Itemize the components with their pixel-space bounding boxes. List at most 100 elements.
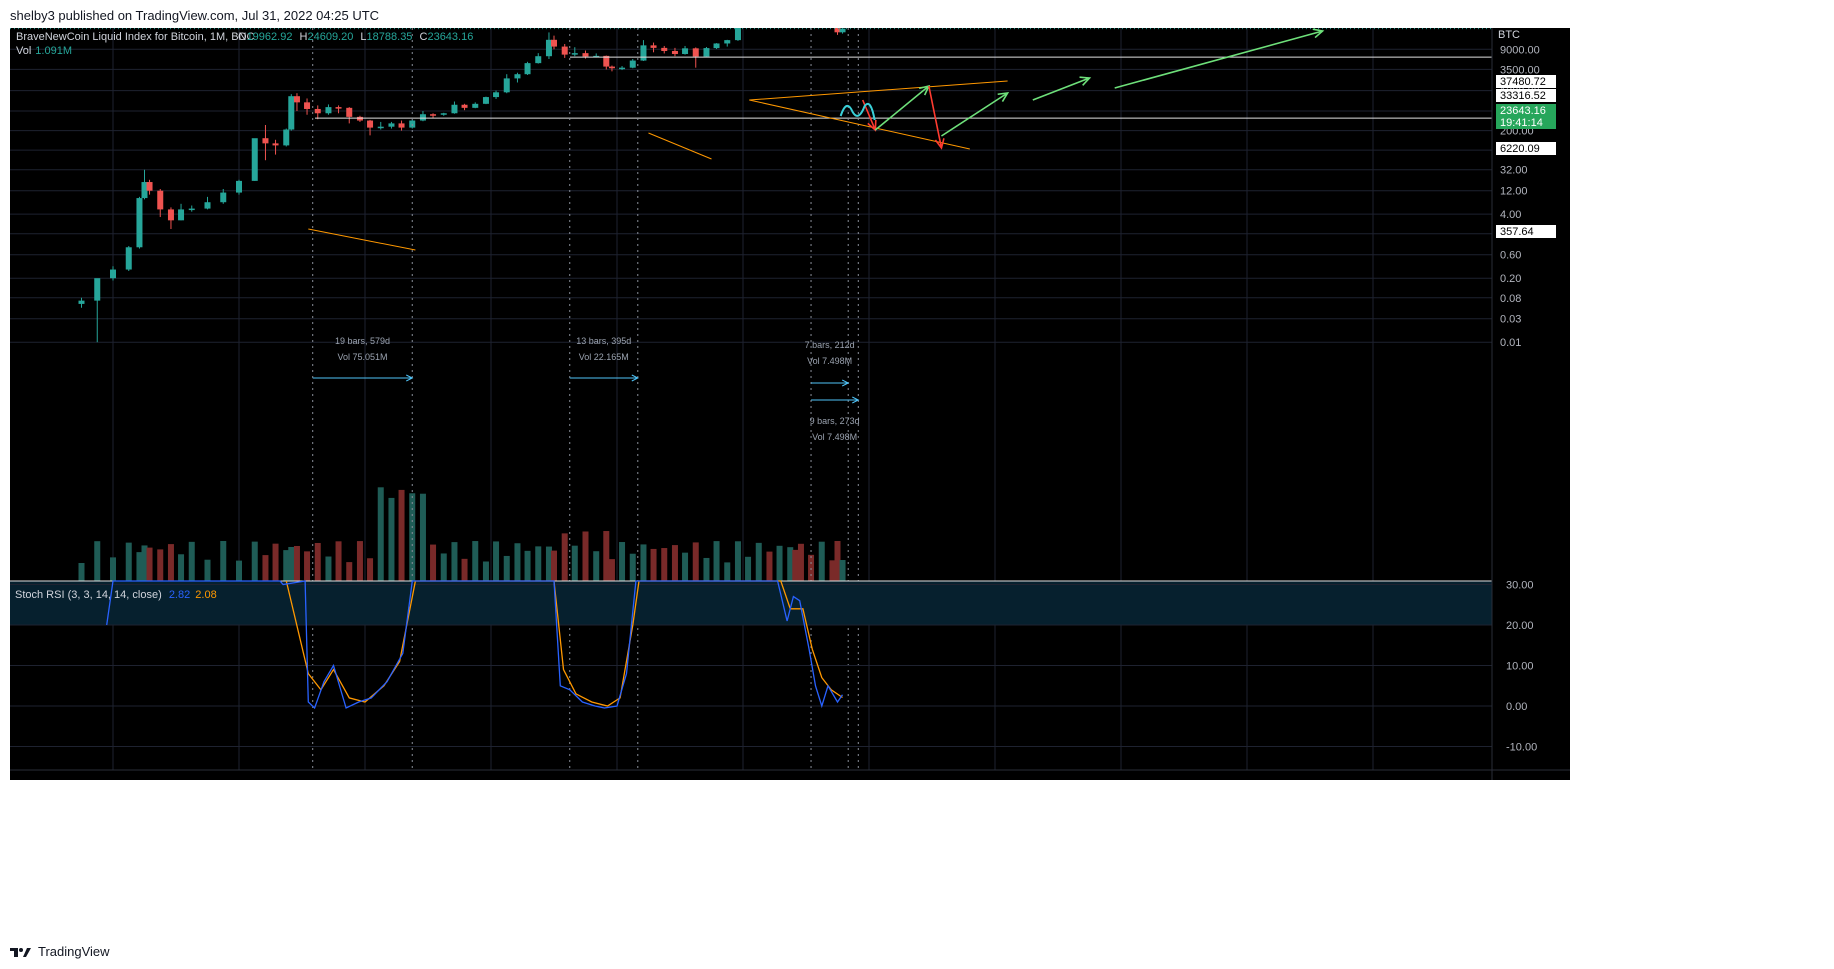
candle-body [272, 143, 279, 146]
volume-bar [430, 544, 437, 581]
chart-background [10, 28, 1570, 780]
candle-body [430, 114, 437, 116]
projection-up [874, 85, 930, 131]
candle-body [834, 28, 841, 33]
volume-bar [451, 542, 458, 581]
candle-body [661, 47, 668, 51]
candle-body [440, 113, 447, 115]
volume-bar [220, 541, 227, 581]
volume-bar [78, 563, 85, 581]
candle-body [524, 63, 531, 75]
candle-body [314, 108, 321, 114]
footer-brand: TradingView [38, 944, 110, 959]
candle-body [682, 48, 689, 55]
candle-body [713, 43, 720, 49]
stoch-rsi-pane[interactable] [10, 580, 1562, 747]
volume-bar [325, 556, 332, 581]
projection-up [1114, 30, 1323, 89]
volume-bar [640, 544, 647, 581]
stoch-d-line [285, 580, 843, 707]
currency-label: BTC [1498, 29, 1520, 41]
volume-bar [776, 545, 783, 581]
candle-body [514, 74, 521, 79]
price-tick-label: 0.03 [1500, 314, 1521, 326]
volume-bar [551, 550, 557, 581]
candle-body [692, 48, 699, 57]
volume-bar [367, 558, 374, 581]
volume-bar [377, 487, 384, 581]
legend-volume: Vol 1.091M [16, 45, 72, 57]
candle-body [325, 107, 332, 114]
measure-arrow-icon [852, 396, 860, 404]
publish-info: shelby3 published on TradingView.com, Ju… [10, 8, 380, 23]
trendline [749, 80, 1008, 101]
price-level-label: 6220.09 [1500, 143, 1540, 155]
volume-bar [272, 543, 279, 581]
price-tick-label: 0.20 [1500, 273, 1521, 285]
volume-bar [293, 545, 300, 581]
price-level-label: 23643.16 [1500, 105, 1546, 117]
candle-body [629, 60, 636, 68]
candle-body [451, 104, 458, 114]
candle-body [356, 116, 363, 121]
candles [78, 28, 846, 343]
volume-bar [388, 497, 395, 581]
volume-bar [472, 541, 479, 581]
volume-bar [288, 546, 295, 581]
volume-bar [236, 560, 242, 581]
candle-body [593, 55, 600, 58]
candle-body [650, 45, 657, 48]
volume-bar [603, 531, 610, 581]
volume-bar [787, 547, 794, 581]
volume-bar [419, 493, 426, 581]
volume-bar [834, 541, 841, 581]
candle-body [141, 182, 148, 199]
candle-body [724, 40, 731, 44]
candle-body [482, 97, 489, 104]
measure-bars-label: 7 bars, 212d [805, 340, 855, 350]
volume-bar [692, 542, 699, 581]
volume-bar [493, 541, 500, 581]
candle-body [125, 247, 132, 270]
measure-volume-label: Vol 7.498M [812, 432, 857, 442]
candle-body [346, 107, 353, 117]
trendline [308, 228, 416, 251]
volume-bar [283, 550, 290, 581]
price-tick-label: 0.01 [1500, 337, 1521, 349]
volume-bar [650, 548, 657, 581]
volume-bar [409, 493, 416, 581]
measure-arrow-icon [841, 379, 850, 387]
trendline [648, 132, 712, 160]
chart-area[interactable]: 19 bars, 579d Vol 75.051M 13 bars, 395d Vol… [10, 28, 1570, 780]
measure-arrow-icon [631, 374, 639, 382]
stoch-tick-label: -10.00 [1506, 742, 1537, 754]
measure-volume-label: Vol 75.051M [337, 352, 387, 362]
volume-bar [356, 541, 363, 581]
volume-bar [141, 545, 148, 581]
stoch-tick-label: 10.00 [1506, 661, 1534, 673]
price-tick-label: 0.60 [1500, 250, 1521, 262]
candle-body [335, 107, 342, 109]
candle-body [619, 67, 626, 70]
price-level-label: 357.64 [1500, 226, 1534, 238]
price-level-label: 37480.72 [1500, 76, 1546, 88]
footer: TradingView [10, 944, 110, 959]
projection-up-head-icon [1312, 28, 1325, 39]
measure-volume-label: Vol 7.498M [807, 356, 852, 366]
stoch-legend: Stoch RSI (3, 3, 14, 14, close) 2.82 2.0… [15, 589, 217, 601]
price-tick-label: 9000.00 [1500, 44, 1540, 56]
candle-body [188, 208, 195, 211]
stoch-band-fill [10, 581, 1492, 625]
measure-arrow-icon [406, 374, 414, 382]
measure-bars-label: 19 bars, 579d [335, 336, 390, 346]
volume-bar [661, 548, 668, 581]
volume-bar [188, 541, 195, 581]
candle-body [283, 129, 290, 146]
candle-body [178, 209, 185, 221]
volume-bar [829, 560, 836, 581]
candle-body [472, 103, 479, 108]
volume-bar [608, 559, 615, 581]
candle-body [671, 50, 678, 55]
volume-bar [314, 542, 321, 581]
price-level-box [1496, 89, 1556, 102]
